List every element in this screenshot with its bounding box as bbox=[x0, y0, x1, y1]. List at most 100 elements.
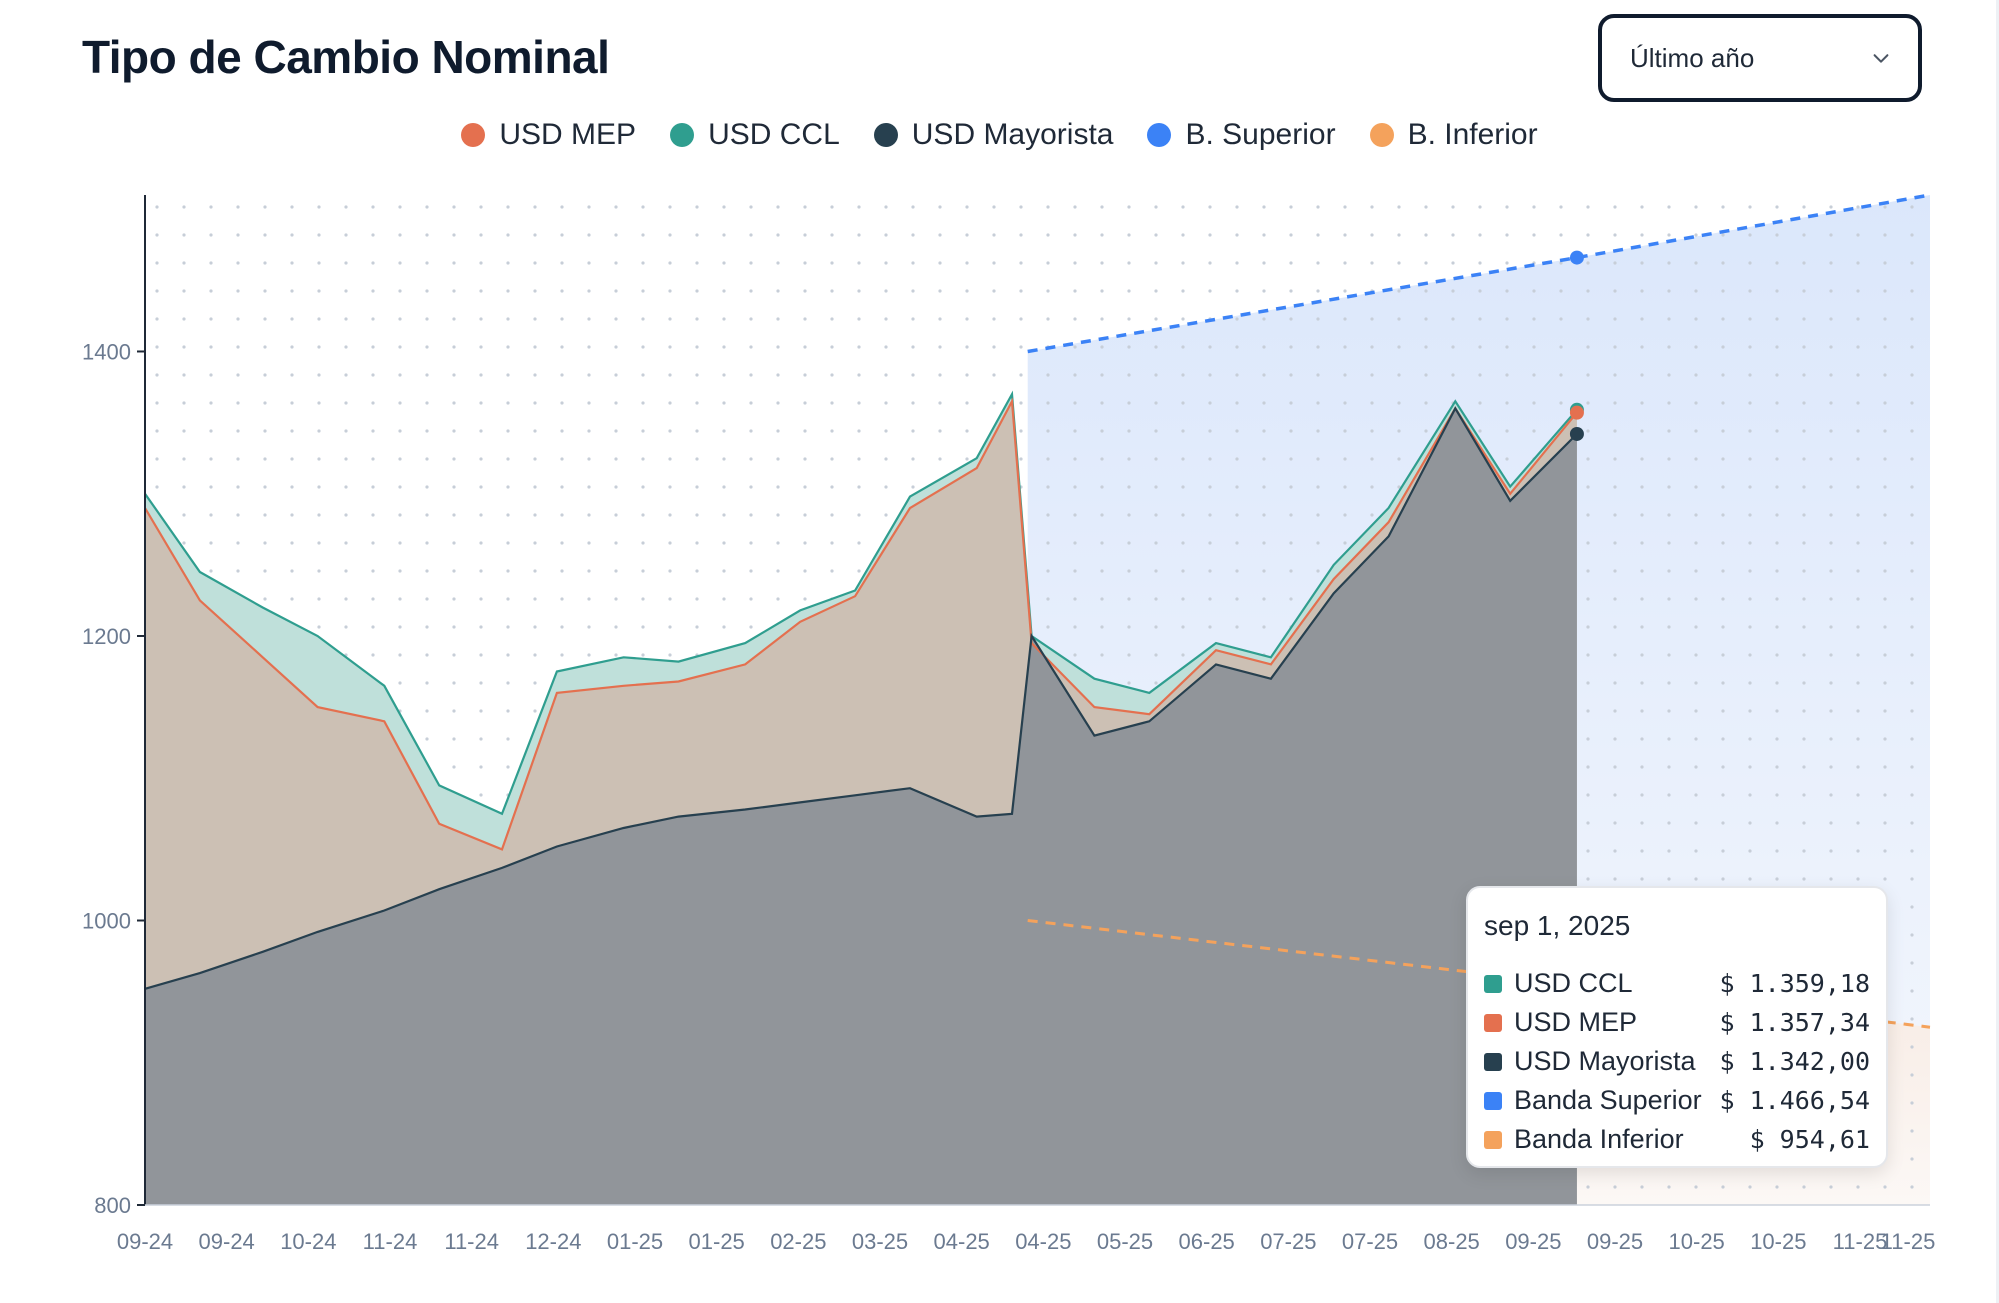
grid-dot bbox=[992, 261, 996, 265]
grid-dot bbox=[1667, 317, 1671, 321]
grid-dot bbox=[1910, 205, 1914, 209]
legend-item-mayorista[interactable]: USD Mayorista bbox=[873, 118, 1113, 152]
grid-dot bbox=[1640, 765, 1644, 769]
grid-dot bbox=[1100, 317, 1104, 321]
grid-dot bbox=[587, 625, 591, 629]
grid-dot bbox=[668, 457, 672, 461]
grid-dot bbox=[614, 513, 618, 517]
grid-dot bbox=[317, 317, 321, 321]
grid-dot bbox=[641, 345, 645, 349]
grid-dot bbox=[1397, 345, 1401, 349]
grid-dot bbox=[1667, 261, 1671, 265]
grid-dot bbox=[1127, 233, 1131, 237]
tooltip-swatch bbox=[1484, 1130, 1502, 1149]
grid-dot bbox=[1343, 513, 1347, 517]
grid-dot bbox=[236, 569, 240, 573]
grid-dot bbox=[371, 429, 375, 433]
grid-dot bbox=[425, 541, 429, 545]
grid-dot bbox=[1883, 877, 1887, 881]
grid-dot bbox=[344, 317, 348, 321]
grid-dot bbox=[506, 261, 510, 265]
grid-dot bbox=[668, 233, 672, 237]
grid-dot bbox=[479, 205, 483, 209]
grid-dot bbox=[1019, 345, 1023, 349]
grid-dot bbox=[1262, 205, 1266, 209]
grid-dot bbox=[668, 401, 672, 405]
grid-dot bbox=[1613, 821, 1617, 825]
grid-dot bbox=[938, 345, 942, 349]
grid-dot bbox=[1505, 317, 1509, 321]
grid-dot bbox=[1640, 597, 1644, 601]
legend-item-banda-inferior[interactable]: B. Inferior bbox=[1369, 118, 1538, 152]
grid-dot bbox=[1316, 541, 1320, 545]
grid-dot bbox=[1073, 597, 1077, 601]
grid-dot bbox=[1046, 429, 1050, 433]
chevron-down-icon bbox=[1873, 54, 1889, 63]
grid-dot bbox=[506, 429, 510, 433]
grid-dot bbox=[587, 541, 591, 545]
grid-dot bbox=[722, 513, 726, 517]
legend-swatch bbox=[1369, 123, 1394, 147]
grid-dot bbox=[722, 373, 726, 377]
grid-dot bbox=[1829, 485, 1833, 489]
grid-dot bbox=[1046, 401, 1050, 405]
range-dropdown[interactable]: Último año bbox=[1598, 14, 1922, 102]
grid-dot bbox=[1667, 429, 1671, 433]
grid-dot bbox=[1856, 317, 1860, 321]
grid-dot bbox=[1883, 737, 1887, 741]
grid-dot bbox=[1613, 765, 1617, 769]
grid-dot bbox=[1559, 205, 1563, 209]
grid-dot bbox=[1775, 793, 1779, 797]
grid-dot bbox=[938, 457, 942, 461]
grid-dot bbox=[1748, 737, 1752, 741]
grid-dot bbox=[506, 233, 510, 237]
grid-dot bbox=[1289, 345, 1293, 349]
grid-dot bbox=[1181, 429, 1185, 433]
grid-dot bbox=[1829, 429, 1833, 433]
legend-item-banda-superior[interactable]: B. Superior bbox=[1147, 118, 1336, 152]
grid-dot bbox=[1721, 205, 1725, 209]
grid-dot bbox=[506, 597, 510, 601]
grid-dot bbox=[1667, 233, 1671, 237]
grid-dot bbox=[695, 317, 699, 321]
grid-dot bbox=[398, 345, 402, 349]
grid-dot bbox=[587, 317, 591, 321]
grid-dot bbox=[641, 233, 645, 237]
grid-dot bbox=[1289, 261, 1293, 265]
grid-dot bbox=[1748, 597, 1752, 601]
grid-dot bbox=[884, 261, 888, 265]
grid-dot bbox=[1748, 765, 1752, 769]
grid-dot bbox=[1802, 765, 1806, 769]
grid-dot bbox=[1856, 205, 1860, 209]
grid-dot bbox=[236, 289, 240, 293]
x-tick-label: 09-24 bbox=[199, 1229, 255, 1254]
grid-dot bbox=[1748, 877, 1752, 881]
grid-dot bbox=[1289, 233, 1293, 237]
grid-dot bbox=[1424, 429, 1428, 433]
legend-item-mep[interactable]: USD MEP bbox=[461, 118, 636, 152]
grid-dot bbox=[1802, 849, 1806, 853]
grid-dot bbox=[452, 709, 456, 713]
grid-dot bbox=[344, 345, 348, 349]
grid-dot bbox=[1046, 485, 1050, 489]
grid-dot bbox=[1451, 233, 1455, 237]
grid-dot bbox=[371, 345, 375, 349]
grid-dot bbox=[1046, 261, 1050, 265]
grid-dot bbox=[236, 261, 240, 265]
grid-dot bbox=[722, 261, 726, 265]
grid-dot bbox=[1802, 653, 1806, 657]
grid-dot bbox=[1019, 261, 1023, 265]
grid-dot bbox=[1694, 429, 1698, 433]
x-tick-label: 09-24 bbox=[117, 1229, 173, 1254]
grid-dot bbox=[1721, 541, 1725, 545]
grid-dot bbox=[1910, 1101, 1914, 1105]
grid-dot bbox=[1478, 429, 1482, 433]
grid-dot bbox=[452, 737, 456, 741]
grid-dot bbox=[1748, 429, 1752, 433]
grid-dot bbox=[506, 485, 510, 489]
tooltip-swatch bbox=[1484, 1052, 1502, 1071]
grid-dot bbox=[533, 709, 537, 713]
grid-dot bbox=[452, 205, 456, 209]
grid-dot bbox=[1856, 373, 1860, 377]
legend-item-ccl[interactable]: USD CCL bbox=[670, 118, 840, 152]
